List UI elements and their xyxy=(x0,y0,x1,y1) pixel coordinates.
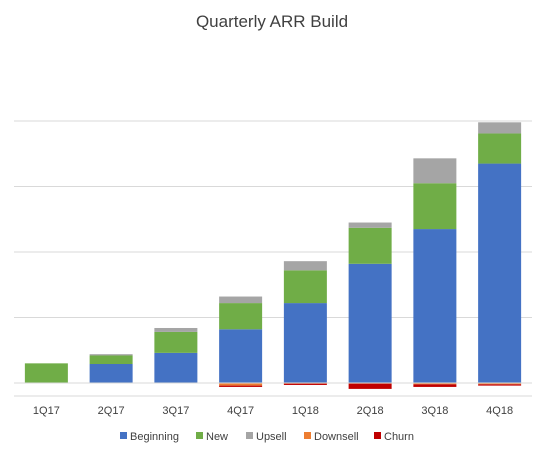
bar-churn-3q18 xyxy=(413,384,457,387)
legend: Beginning New Upsell Downsell Churn xyxy=(120,431,414,443)
bar-churn-1q18 xyxy=(283,383,327,385)
bar-upsell-4q17 xyxy=(219,296,263,304)
bar-upsell-1q18 xyxy=(283,261,327,271)
x-axis: 1Q17 2Q17 3Q17 4Q17 1Q18 2Q18 3Q18 4Q18 xyxy=(14,382,532,417)
bar-new-2q17 xyxy=(89,355,133,365)
x-tick-label-2q17: 2Q17 xyxy=(98,405,125,417)
x-tick-label-1q18: 1Q18 xyxy=(292,405,319,417)
bar-churn-4q17 xyxy=(219,385,263,387)
bar-new-1q18 xyxy=(283,270,327,304)
bar-churn-2q18 xyxy=(348,383,392,389)
bar-beginning-1q18 xyxy=(283,303,327,383)
bar-beginning-2q18 xyxy=(348,263,392,383)
bar-new-4q18 xyxy=(478,133,522,164)
legend-swatch-downsell xyxy=(304,432,311,439)
bar-beginning-3q17 xyxy=(154,352,198,383)
legend-swatch-upsell xyxy=(246,432,253,439)
bar-upsell-3q17 xyxy=(154,327,198,332)
legend-label-downsell: Downsell xyxy=(314,431,359,443)
x-tick-label-4q17: 4Q17 xyxy=(227,405,254,417)
legend-label-upsell: Upsell xyxy=(256,431,287,443)
bar-new-3q18 xyxy=(413,183,457,230)
legend-swatch-churn xyxy=(374,432,381,439)
bar-beginning-4q17 xyxy=(219,329,263,383)
bar-beginning-2q17 xyxy=(89,364,133,383)
bar-upsell-2q17 xyxy=(89,354,133,356)
bar-beginning-3q18 xyxy=(413,229,457,383)
bar-upsell-2q18 xyxy=(348,222,392,228)
bar-beginning-4q18 xyxy=(478,163,522,383)
x-tick-label-3q17: 3Q17 xyxy=(162,405,189,417)
bar-upsell-4q18 xyxy=(478,122,522,134)
bar-new-3q17 xyxy=(154,331,198,353)
legend-label-beginning: Beginning xyxy=(130,431,179,443)
legend-swatch-new xyxy=(196,432,203,439)
bar-downsell-3q18 xyxy=(413,383,457,385)
bar-downsell-4q18 xyxy=(478,383,522,385)
bar-new-4q17 xyxy=(219,303,263,330)
bar-new-2q18 xyxy=(348,227,392,264)
legend-label-new: New xyxy=(206,431,228,443)
chart-title: Quarterly ARR Build xyxy=(196,12,348,31)
x-tick-label-1q17: 1Q17 xyxy=(33,405,60,417)
x-tick-label-3q18: 3Q18 xyxy=(421,405,448,417)
legend-label-churn: Churn xyxy=(384,431,414,443)
bar-new-1q17 xyxy=(24,363,68,383)
bar-churn-4q18 xyxy=(478,384,522,386)
bars xyxy=(24,122,522,389)
bar-upsell-3q18 xyxy=(413,158,457,184)
legend-swatch-beginning xyxy=(120,432,127,439)
bar-downsell-4q17 xyxy=(219,383,263,386)
x-tick-label-4q18: 4Q18 xyxy=(486,405,513,417)
x-tick-label-2q18: 2Q18 xyxy=(357,405,384,417)
